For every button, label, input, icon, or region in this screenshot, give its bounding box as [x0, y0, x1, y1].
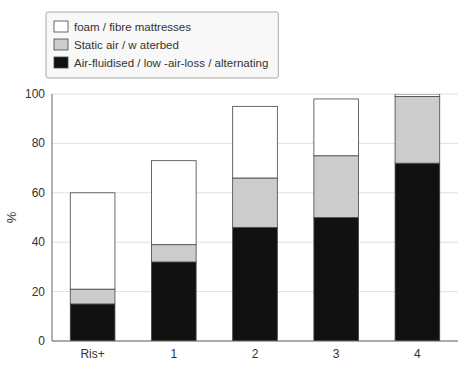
- bar-segment: [151, 262, 196, 341]
- series: [70, 94, 439, 289]
- bar-segment: [314, 156, 359, 218]
- legend-swatch: [54, 21, 68, 32]
- bar-segment: [233, 227, 278, 341]
- bar-segment: [395, 94, 440, 96]
- legend-box: [46, 12, 278, 78]
- y-tick-label: 60: [32, 186, 46, 200]
- bar-segment: [395, 163, 440, 341]
- chart-container: 0 20 40 60 80 100 Ris+ 1 2 3 4% foam / fibre mattre…: [0, 0, 474, 371]
- x-axis: Ris+ 1 2 3 4: [80, 347, 421, 361]
- x-tick-label: 2: [252, 347, 259, 361]
- legend-label: Air-fluidised / low -air-loss / alternat…: [74, 57, 268, 69]
- legend-swatch: [54, 57, 68, 68]
- bars: [70, 94, 439, 341]
- bar-segment: [70, 289, 115, 304]
- legend-label: foam / fibre mattresses: [74, 21, 191, 33]
- y-tick-label: 20: [32, 285, 46, 299]
- y-axis-label: %: [4, 211, 19, 223]
- y-tick-label: 0: [38, 334, 45, 348]
- legend-label: Static air / w aterbed: [74, 39, 179, 51]
- grid-line: [52, 341, 458, 342]
- x-tick-label: Ris+: [80, 347, 104, 361]
- chart-svg: 0 20 40 60 80 100 Ris+ 1 2 3 4% foam / fibre mattre…: [0, 0, 474, 371]
- legend-swatch: [54, 39, 68, 50]
- legend: foam / fibre mattresses Static air / w at…: [46, 12, 278, 78]
- series: [70, 96, 439, 303]
- x-axis-line: [52, 341, 458, 342]
- bar-segment: [70, 193, 115, 289]
- bar-segment: [233, 106, 278, 178]
- bar-segment: [314, 218, 359, 342]
- bar-segment: [70, 304, 115, 341]
- bar-segment: [151, 161, 196, 245]
- bar-segment: [233, 178, 278, 227]
- x-tick-label: 1: [170, 347, 177, 361]
- bar-segment: [395, 96, 440, 163]
- bar-segment: [151, 245, 196, 262]
- y-axis: 0 20 40 60 80 100: [25, 87, 45, 348]
- x-tick-label: 3: [333, 347, 340, 361]
- grid: [52, 94, 458, 341]
- y-tick-label: 80: [32, 136, 46, 150]
- y-tick-label: 100: [25, 87, 45, 101]
- x-tick-label: 4: [414, 347, 421, 361]
- bar-segment: [314, 99, 359, 156]
- y-axis-line: [52, 94, 53, 341]
- series: [70, 163, 439, 341]
- y-tick-label: 40: [32, 235, 46, 249]
